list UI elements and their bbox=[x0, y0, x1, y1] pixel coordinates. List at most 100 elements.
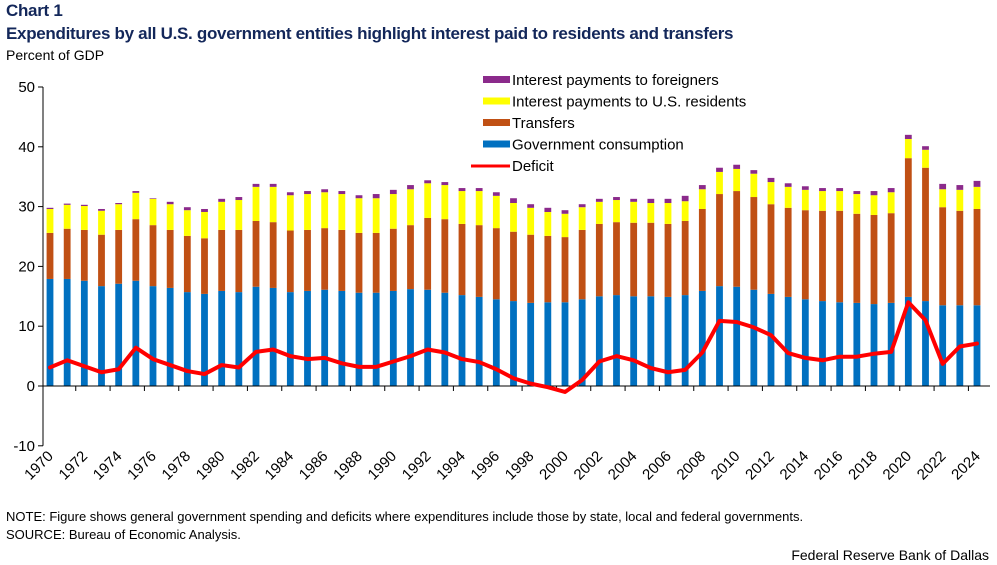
source-note: SOURCE: Bureau of Economic Analysis. bbox=[6, 527, 241, 542]
bar-foreigners-2020 bbox=[904, 134, 912, 140]
bar-residents-2018 bbox=[870, 195, 878, 215]
x-tick-label: 2004 bbox=[605, 448, 641, 484]
bar-transfers-1976 bbox=[149, 225, 157, 287]
bar-transfers-1993 bbox=[441, 219, 449, 293]
bar-residents-1980 bbox=[218, 201, 226, 230]
bar-foreigners-1994 bbox=[458, 188, 466, 192]
bar-foreigners-2023 bbox=[956, 185, 964, 190]
bar-transfers-1987 bbox=[338, 229, 346, 291]
x-tick-label: 2018 bbox=[845, 448, 881, 484]
bar-foreigners-1976 bbox=[149, 198, 157, 199]
bar-foreigners-1991 bbox=[407, 185, 414, 190]
bar-consumption-2009 bbox=[716, 286, 723, 386]
bar-consumption-1973 bbox=[98, 286, 105, 386]
bar-transfers-1974 bbox=[115, 229, 123, 284]
bar-residents-1990 bbox=[389, 194, 397, 229]
bar-transfers-2000 bbox=[561, 237, 569, 303]
bar-foreigners-1990 bbox=[389, 189, 397, 195]
bar-consumption-2012 bbox=[767, 293, 775, 386]
bar-foreigners-1980 bbox=[218, 198, 226, 202]
bar-transfers-1979 bbox=[201, 238, 208, 294]
bar-transfers-1985 bbox=[304, 229, 311, 291]
bar-consumption-2016 bbox=[836, 302, 844, 386]
x-tick-label: 2000 bbox=[536, 448, 572, 484]
bar-foreigners-2005 bbox=[647, 198, 655, 204]
bar-foreigners-1970 bbox=[46, 207, 54, 209]
y-tick-label: 50 bbox=[18, 79, 35, 96]
bar-transfers-2015 bbox=[819, 210, 826, 302]
bar-foreigners-1998 bbox=[527, 204, 535, 208]
bar-residents-1991 bbox=[407, 189, 414, 226]
bar-consumption-2018 bbox=[870, 304, 878, 386]
bar-residents-2016 bbox=[836, 191, 844, 211]
bar-consumption-1975 bbox=[132, 280, 140, 386]
bar-foreigners-1992 bbox=[424, 180, 432, 184]
x-tick-label: 2016 bbox=[811, 448, 847, 484]
bar-consumption-2006 bbox=[664, 296, 672, 386]
bar-consumption-1981 bbox=[235, 292, 243, 386]
bar-residents-2024 bbox=[973, 186, 981, 209]
x-tick-label: 2002 bbox=[571, 448, 607, 484]
bar-foreigners-1986 bbox=[321, 189, 329, 193]
chart-number: Chart 1 bbox=[6, 1, 63, 20]
bar-transfers-2002 bbox=[595, 223, 603, 297]
bar-transfers-2022 bbox=[939, 207, 947, 306]
bar-transfers-1980 bbox=[218, 229, 226, 291]
bar-consumption-1971 bbox=[63, 278, 71, 386]
bar-consumption-1984 bbox=[286, 292, 294, 386]
bar-consumption-2020 bbox=[904, 296, 912, 386]
y-tick-label: 10 bbox=[18, 318, 35, 335]
x-tick-label: 2006 bbox=[639, 448, 675, 484]
bar-consumption-1976 bbox=[149, 286, 157, 386]
bar-transfers-2020 bbox=[904, 158, 912, 297]
legend-label: Transfers bbox=[512, 115, 575, 132]
x-tick-label: 1976 bbox=[124, 448, 160, 484]
bar-residents-1970 bbox=[46, 208, 54, 233]
bar-residents-2002 bbox=[595, 201, 603, 224]
bar-foreigners-2021 bbox=[922, 146, 929, 150]
bar-residents-2012 bbox=[767, 182, 775, 205]
x-tick-label: 1980 bbox=[193, 448, 229, 484]
bar-residents-1982 bbox=[252, 186, 260, 221]
bar-residents-2022 bbox=[939, 189, 947, 208]
bar-foreigners-2008 bbox=[698, 185, 706, 190]
bar-foreigners-1978 bbox=[183, 207, 191, 211]
x-tick-label: 1990 bbox=[365, 448, 401, 484]
bar-residents-1989 bbox=[372, 198, 380, 233]
legend-item-foreigners: Interest payments to foreigners bbox=[483, 72, 719, 89]
bar-foreigners-1989 bbox=[372, 194, 380, 199]
legend-swatch-foreigners bbox=[483, 76, 510, 83]
bar-transfers-2004 bbox=[630, 222, 638, 297]
bar-consumption-1998 bbox=[527, 302, 535, 386]
bar-residents-1984 bbox=[286, 195, 294, 231]
bar-consumption-2010 bbox=[733, 286, 741, 386]
bar-residents-2014 bbox=[801, 189, 809, 211]
x-tick-label: 2012 bbox=[742, 448, 778, 484]
bar-consumption-1970 bbox=[46, 278, 54, 386]
bar-foreigners-1977 bbox=[166, 201, 174, 205]
bar-consumption-2017 bbox=[853, 302, 861, 386]
bar-residents-1996 bbox=[492, 195, 500, 229]
bar-residents-1973 bbox=[98, 210, 105, 235]
bar-foreigners-1995 bbox=[475, 188, 483, 192]
bar-consumption-1992 bbox=[424, 289, 432, 386]
bar-foreigners-2024 bbox=[973, 180, 981, 187]
bar-consumption-1995 bbox=[475, 296, 483, 386]
chart-plot: -100102030405019701972197419761978198019… bbox=[13, 72, 990, 484]
bar-transfers-1986 bbox=[321, 228, 329, 290]
bar-residents-2010 bbox=[733, 168, 741, 192]
x-tick-label: 1974 bbox=[90, 448, 126, 484]
bar-foreigners-2022 bbox=[939, 183, 947, 190]
legend-label: Deficit bbox=[512, 158, 555, 175]
bar-transfers-1973 bbox=[98, 234, 105, 287]
bar-residents-1985 bbox=[304, 194, 311, 230]
bar-foreigners-2000 bbox=[561, 210, 569, 214]
bar-foreigners-2001 bbox=[578, 204, 586, 208]
bar-consumption-2024 bbox=[973, 305, 981, 386]
bar-residents-1976 bbox=[149, 198, 157, 226]
bar-residents-2020 bbox=[904, 139, 912, 159]
bar-transfers-2012 bbox=[767, 204, 775, 294]
bar-transfers-1977 bbox=[166, 229, 174, 288]
bar-residents-1994 bbox=[458, 191, 466, 224]
x-tick-label: 2024 bbox=[948, 448, 984, 484]
